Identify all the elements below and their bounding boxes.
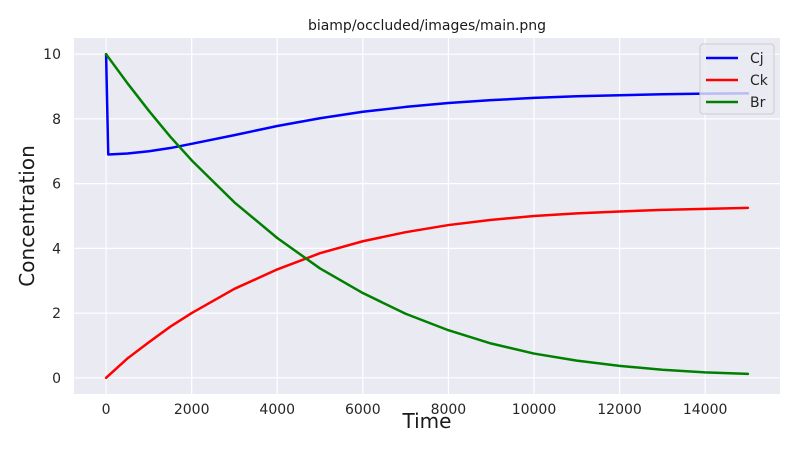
series-lines [104, 52, 750, 380]
y-tick-label: 0 [52, 371, 61, 387]
x-tick-label: 8000 [431, 402, 467, 418]
series-line-cj [104, 52, 750, 156]
y-tick-label: 4 [52, 241, 61, 257]
y-tick-label: 2 [52, 306, 61, 322]
legend-label-ck: Ck [750, 73, 769, 89]
legend-items: Cj Ck Br [706, 51, 769, 111]
legend-label-br: Br [750, 95, 766, 111]
x-tick-label: 12000 [597, 402, 642, 418]
series-line-ck [104, 206, 750, 380]
x-tick-label: 0 [102, 402, 111, 418]
x-tick-label: 6000 [345, 402, 381, 418]
legend-label-cj: Cj [750, 51, 764, 67]
series-line-br [104, 52, 750, 376]
x-tick-label: 10000 [512, 402, 557, 418]
x-tick-label: 14000 [683, 402, 728, 418]
x-axis-label: Time [402, 409, 452, 433]
x-tick-label: 4000 [259, 402, 295, 418]
x-tick-label: 2000 [174, 402, 210, 418]
y-axis-label: Concentration [15, 145, 39, 286]
legend: Cj Ck Br [699, 43, 775, 115]
y-tick-label: 6 [52, 177, 61, 193]
chart-title: biamp/occluded/images/main.png [308, 18, 546, 34]
y-tick-label: 10 [43, 47, 61, 63]
plot-area-background [74, 38, 780, 394]
tick-labels: 0 2000 4000 6000 8000 10000 12000 14000 0 2 4 6 8 10 [43, 47, 727, 418]
y-tick-label: 8 [52, 112, 61, 128]
